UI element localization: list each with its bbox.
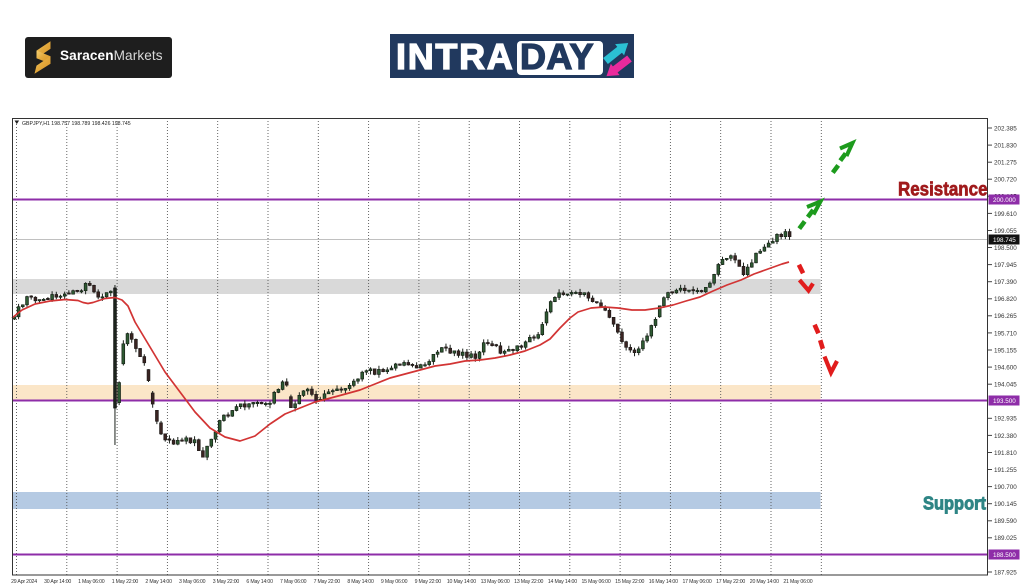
svg-text:202.385: 202.385 [994,125,1017,132]
svg-text:201.275: 201.275 [994,160,1017,167]
svg-text:1 May 06:00: 1 May 06:00 [78,579,105,585]
svg-text:190.700: 190.700 [994,484,1017,491]
svg-text:Resistance: Resistance [898,179,988,201]
svg-text:198.500: 198.500 [994,245,1017,252]
svg-text:6 May 14:00: 6 May 14:00 [246,579,273,585]
svg-text:20 May 14:00: 20 May 14:00 [750,579,779,585]
svg-text:3 May 22:00: 3 May 22:00 [213,579,240,585]
svg-text:GBPJPY,H1 198.757 198.789 19: GBPJPY,H1 198.757 198.789 198.426 198.74… [22,121,131,127]
svg-text:193.500: 193.500 [993,398,1016,405]
svg-text:17 May 22:00: 17 May 22:00 [716,579,745,585]
svg-text:13 May 06:00: 13 May 06:00 [481,579,510,585]
svg-text:7 May 22:00: 7 May 22:00 [314,579,341,585]
svg-text:7 May 06:00: 7 May 06:00 [280,579,307,585]
svg-text:1 May 22:00: 1 May 22:00 [112,579,139,585]
svg-text:197.945: 197.945 [994,262,1017,269]
svg-text:15 May 06:00: 15 May 06:00 [581,579,610,585]
svg-text:200.720: 200.720 [994,177,1017,184]
svg-text:9 May 22:00: 9 May 22:00 [415,579,442,585]
svg-text:200.000: 200.000 [993,197,1016,204]
svg-text:188.500: 188.500 [993,552,1016,559]
svg-text:191.255: 191.255 [994,467,1017,474]
svg-text:3 May 06:00: 3 May 06:00 [179,579,206,585]
svg-text:195.710: 195.710 [994,330,1017,337]
svg-text:194.600: 194.600 [994,365,1017,372]
svg-text:190.145: 190.145 [994,501,1017,508]
svg-text:189.590: 189.590 [994,518,1017,525]
svg-text:196.265: 196.265 [994,313,1017,320]
svg-text:Support: Support [923,493,986,514]
svg-text:9 May 06:00: 9 May 06:00 [381,579,408,585]
svg-text:14 May 14:00: 14 May 14:00 [548,579,577,585]
svg-text:199.055: 199.055 [994,228,1017,235]
svg-text:189.025: 189.025 [994,535,1017,542]
svg-text:199.610: 199.610 [994,211,1017,218]
svg-text:2 May 14:00: 2 May 14:00 [145,579,172,585]
svg-text:192.380: 192.380 [994,433,1017,440]
svg-text:195.155: 195.155 [994,347,1017,354]
svg-text:201.830: 201.830 [994,143,1017,150]
svg-text:16 May 14:00: 16 May 14:00 [649,579,678,585]
svg-text:21 May 06:00: 21 May 06:00 [783,579,812,585]
svg-text:10 May 14:00: 10 May 14:00 [447,579,476,585]
svg-text:196.820: 196.820 [994,296,1017,303]
svg-text:187.925: 187.925 [994,569,1017,576]
svg-text:191.810: 191.810 [994,450,1017,457]
svg-text:15 May 22:00: 15 May 22:00 [615,579,644,585]
svg-text:198.745: 198.745 [993,237,1016,244]
svg-text:13 May 22:00: 13 May 22:00 [514,579,543,585]
svg-text:30 Apr 14:00: 30 Apr 14:00 [44,579,71,585]
svg-text:17 May 06:00: 17 May 06:00 [682,579,711,585]
svg-text:192.935: 192.935 [994,416,1017,423]
svg-text:8 May 14:00: 8 May 14:00 [347,579,374,585]
svg-text:29 Apr 2024: 29 Apr 2024 [11,579,37,585]
svg-text:197.390: 197.390 [994,279,1017,286]
svg-text:194.045: 194.045 [994,382,1017,389]
